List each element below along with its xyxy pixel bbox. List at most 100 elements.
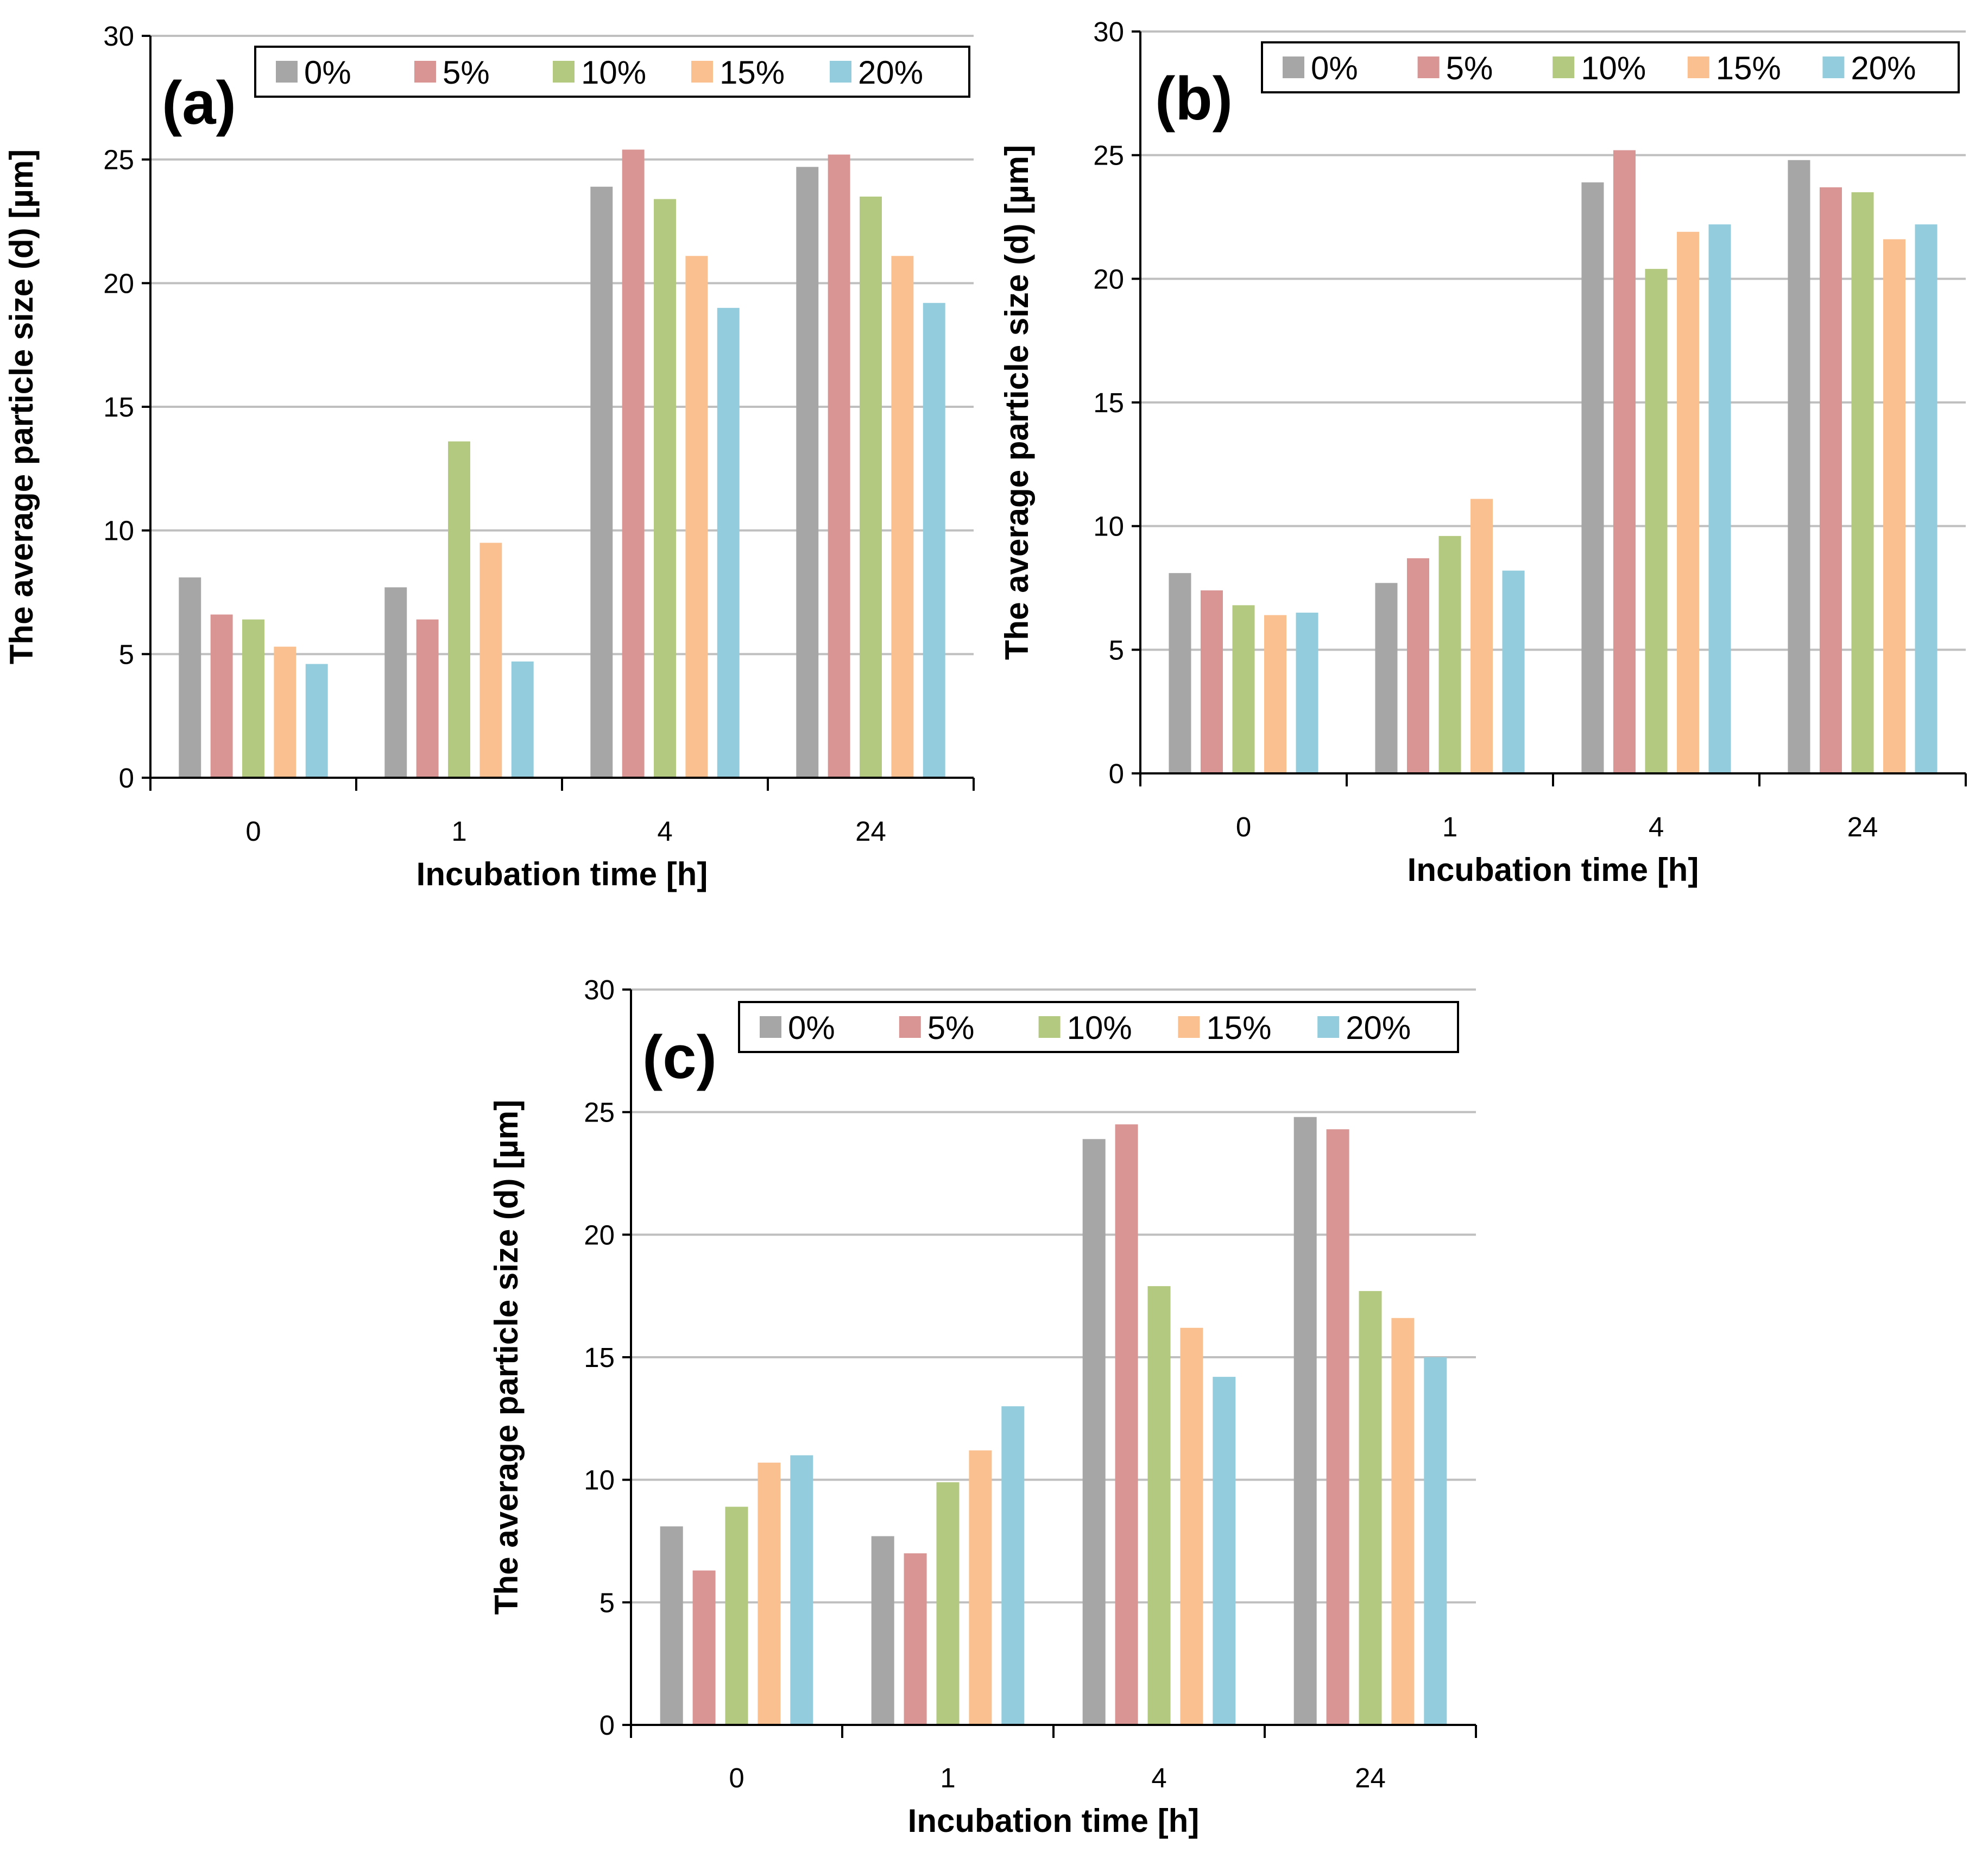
- y-tick-label: 0: [599, 1710, 615, 1741]
- x-tick-label: 0: [1236, 811, 1251, 842]
- x-tick-label: 1: [451, 816, 466, 847]
- x-tick-label: 24: [1355, 1762, 1386, 1793]
- x-tick-label: 0: [245, 816, 261, 847]
- panel-label: (a): [162, 69, 236, 137]
- bar-b-15pct-0h: [1264, 615, 1287, 773]
- legend-swatch: [276, 61, 298, 83]
- legend: 0% 5% 10% 15% 20%: [254, 46, 970, 98]
- bar-a-20pct-0h: [305, 664, 328, 778]
- legend-label: 0%: [1311, 50, 1358, 86]
- bar-c-5pct-1h: [904, 1553, 927, 1725]
- x-tick-label: 4: [1151, 1762, 1166, 1793]
- bar-c-0pct-0h: [660, 1526, 683, 1725]
- legend-label: 15%: [1206, 1010, 1271, 1046]
- bar-c-20pct-24h: [1424, 1357, 1447, 1725]
- y-axis-title: The average particle size (d) [µm]: [3, 149, 40, 664]
- bar-c-10pct-0h: [725, 1507, 748, 1725]
- bar-b-20pct-1h: [1502, 570, 1525, 773]
- bar-a-5pct-24h: [828, 154, 850, 778]
- x-tick-label: 4: [1649, 811, 1664, 842]
- legend-label: 5%: [1446, 50, 1493, 86]
- y-tick-label: 30: [103, 21, 134, 52]
- legend: 0% 5% 10% 15% 20%: [738, 1001, 1459, 1053]
- legend-swatch: [760, 1016, 781, 1038]
- x-axis-title: Incubation time [h]: [416, 856, 708, 892]
- bar-b-10pct-4h: [1645, 269, 1668, 773]
- x-tick-label: 0: [729, 1762, 744, 1793]
- bar-c-0pct-1h: [871, 1536, 894, 1725]
- bar-a-20pct-1h: [511, 661, 534, 778]
- y-tick-label: 5: [119, 639, 134, 670]
- bar-b-20pct-4h: [1708, 224, 1731, 773]
- bar-b-0pct-1h: [1375, 583, 1398, 773]
- bar-c-20pct-1h: [1001, 1406, 1025, 1725]
- bar-a-0pct-1h: [384, 587, 407, 778]
- bar-a-10pct-0h: [242, 619, 264, 778]
- bar-c-20pct-0h: [790, 1455, 813, 1725]
- y-tick-label: 25: [584, 1097, 615, 1128]
- bar-c-10pct-4h: [1147, 1286, 1171, 1725]
- y-tick-label: 15: [103, 392, 134, 423]
- y-tick-label: 20: [103, 268, 134, 299]
- legend-swatch: [830, 61, 851, 83]
- bar-b-20pct-0h: [1296, 613, 1318, 773]
- legend-label: 5%: [443, 54, 490, 91]
- bar-a-15pct-1h: [479, 543, 502, 778]
- y-tick-label: 10: [1093, 511, 1124, 542]
- bar-c-15pct-4h: [1180, 1327, 1203, 1725]
- x-tick-label: 4: [657, 816, 672, 847]
- y-axis-title: The average particle size (d) [µm]: [999, 145, 1035, 660]
- y-tick-label: 20: [1093, 263, 1124, 294]
- legend-swatch: [1687, 56, 1709, 78]
- legend-label: 10%: [581, 54, 646, 91]
- bar-a-10pct-1h: [448, 441, 470, 778]
- panel-label: (c): [642, 1023, 717, 1091]
- bar-c-15pct-0h: [758, 1463, 781, 1725]
- bar-b-15pct-4h: [1677, 231, 1700, 773]
- legend-label: 0%: [304, 54, 351, 91]
- bar-c-0pct-24h: [1293, 1117, 1317, 1725]
- y-tick-label: 5: [599, 1587, 615, 1618]
- x-axis-title: Incubation time [h]: [1408, 852, 1699, 888]
- bar-a-10pct-24h: [860, 196, 882, 778]
- bar-b-10pct-24h: [1851, 192, 1874, 773]
- chart-panel-c: 0 5 10 15 20 25 30 0 1 4 24 Incubation time [h] The …: [488, 974, 1477, 1839]
- bar-b-5pct-24h: [1819, 187, 1842, 773]
- bar-b-20pct-24h: [1915, 224, 1937, 773]
- bar-b-0pct-4h: [1581, 182, 1604, 774]
- bar-a-0pct-24h: [796, 167, 819, 778]
- bar-b-15pct-24h: [1883, 239, 1906, 774]
- legend-swatch: [691, 61, 713, 83]
- bar-a-15pct-4h: [685, 256, 708, 778]
- bar-c-15pct-1h: [969, 1450, 992, 1725]
- y-tick-label: 0: [1109, 758, 1124, 789]
- chart-panel-b: 0 5 10 15 20 25 30 0 1 4 24 Incubation time [h] The …: [999, 16, 1967, 888]
- legend-swatch: [553, 61, 575, 83]
- y-tick-label: 10: [584, 1465, 615, 1496]
- bar-b-5pct-1h: [1406, 558, 1429, 773]
- legend-swatch: [1552, 56, 1575, 78]
- legend-swatch: [1822, 56, 1845, 78]
- legend: 0% 5% 10% 15% 20%: [1261, 41, 1960, 93]
- y-tick-label: 25: [103, 144, 134, 175]
- legend-label: 10%: [1581, 50, 1646, 86]
- legend-label: 20%: [1346, 1010, 1411, 1046]
- bar-b-0pct-24h: [1788, 160, 1810, 774]
- bar-c-5pct-4h: [1115, 1124, 1138, 1725]
- bar-a-20pct-4h: [717, 307, 740, 778]
- x-tick-label: 24: [855, 816, 886, 847]
- y-tick-label: 30: [584, 974, 615, 1005]
- y-tick-label: 15: [584, 1342, 615, 1373]
- chart-panel-a: 0 5 10 15 20 25 30 0 1 4 24 Incubation time [h] The …: [3, 21, 975, 892]
- bar-a-5pct-1h: [416, 619, 439, 778]
- y-tick-label: 30: [1093, 16, 1124, 47]
- bar-a-10pct-4h: [654, 199, 676, 778]
- legend-swatch: [1317, 1016, 1340, 1038]
- bar-b-5pct-0h: [1200, 590, 1223, 773]
- y-axis-title: The average particle size (d) [µm]: [488, 1100, 525, 1615]
- legend-swatch: [414, 61, 436, 83]
- legend-label: 0%: [788, 1010, 835, 1046]
- bar-a-20pct-24h: [923, 303, 945, 778]
- bar-a-15pct-24h: [891, 256, 914, 778]
